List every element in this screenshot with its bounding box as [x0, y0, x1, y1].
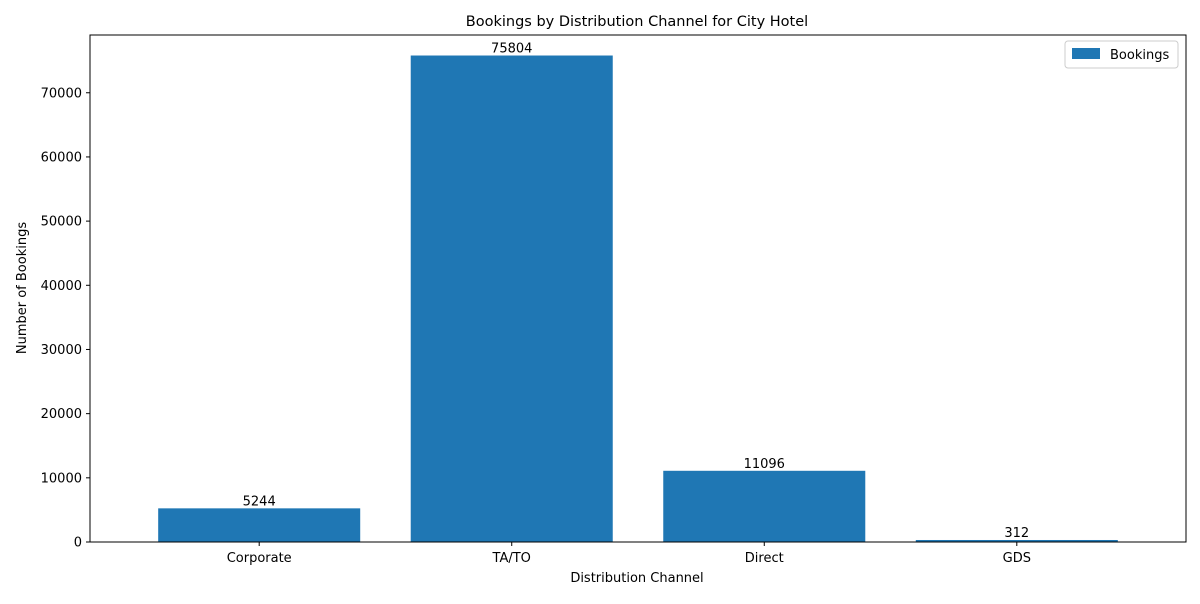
x-tick-label: TA/TO [492, 551, 531, 566]
y-tick-label: 40000 [41, 279, 82, 294]
y-tick-label: 20000 [41, 407, 82, 422]
chart-title: Bookings by Distribution Channel for Cit… [466, 14, 808, 30]
x-axis-label: Distribution Channel [570, 571, 703, 586]
bar-value-label: 75804 [491, 42, 532, 57]
bar-value-label: 312 [1004, 526, 1029, 541]
x-axis: Corporate TA/TO Direct GDS [227, 542, 1031, 566]
bar-value-label: 5244 [243, 494, 276, 509]
legend: Bookings [1064, 40, 1179, 69]
bars-group [158, 55, 1118, 542]
legend-frame [1064, 40, 1179, 69]
bar-value-labels: 5244 75804 11096 312 [243, 42, 1030, 541]
y-tick-label: 0 [74, 536, 82, 551]
y-tick-label: 10000 [41, 471, 82, 486]
bar [915, 539, 1118, 542]
y-tick-label: 60000 [41, 150, 82, 165]
x-tick-label: Direct [745, 551, 784, 566]
y-axis: 0 10000 20000 30000 40000 50000 60000 70000 [41, 86, 90, 551]
plot-area-frame [89, 34, 1187, 543]
y-tick-label: 50000 [41, 215, 82, 230]
y-axis-label: Number of Bookings [15, 222, 30, 354]
bar [663, 470, 866, 542]
y-tick-label: 30000 [41, 343, 82, 358]
bar [158, 508, 361, 542]
bar [410, 55, 613, 542]
legend-label: Bookings [1110, 48, 1169, 63]
legend-swatch [1072, 48, 1100, 59]
bar-value-label: 11096 [744, 457, 785, 472]
y-tick-label: 70000 [41, 86, 82, 101]
x-tick-label: Corporate [227, 551, 292, 566]
x-tick-label: GDS [1003, 551, 1031, 566]
